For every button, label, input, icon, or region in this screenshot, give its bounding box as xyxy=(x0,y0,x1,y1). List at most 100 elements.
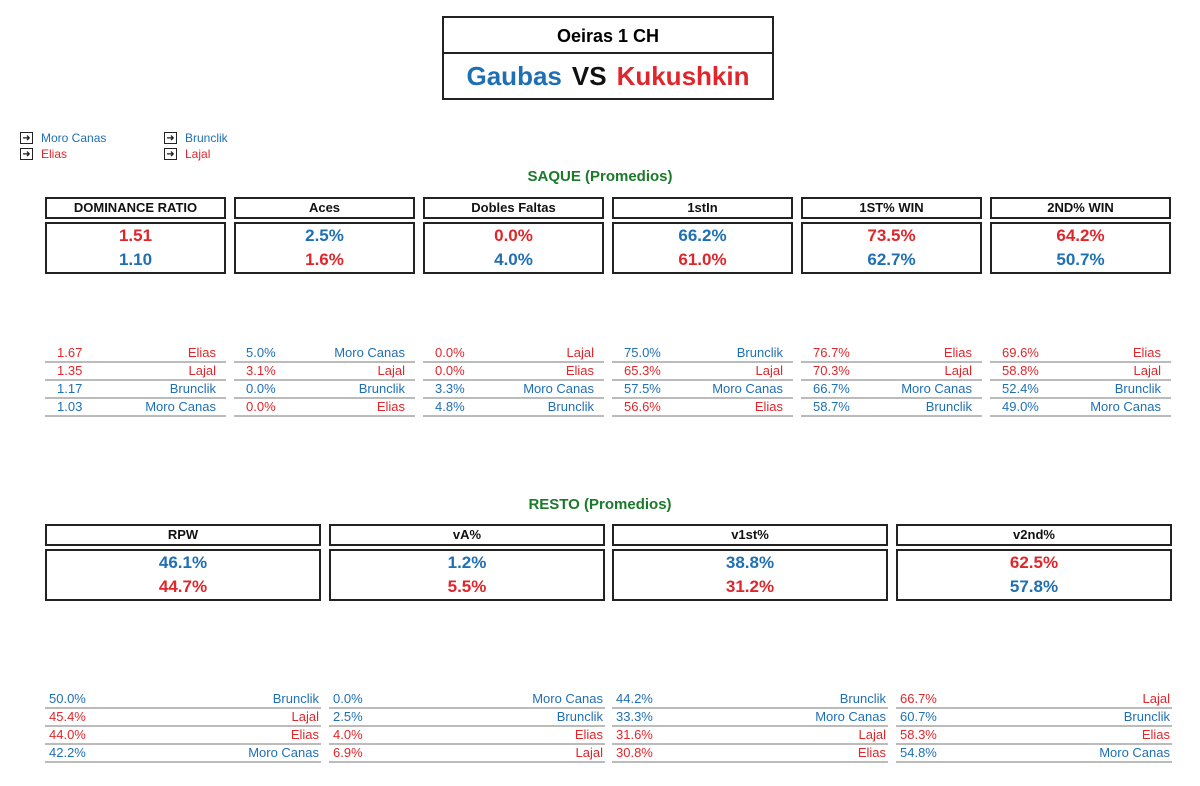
ranking-player: Elias xyxy=(574,727,603,742)
ranking-value: 44.2% xyxy=(616,691,653,706)
ranking-value: 52.4% xyxy=(1002,381,1039,396)
stat-card: RPW 46.1% 44.7% xyxy=(45,524,321,601)
ranking-value: 70.3% xyxy=(813,363,850,378)
player2-value: 62.7% xyxy=(867,250,916,269)
ranking-row: 0.0% Brunclik xyxy=(234,381,415,399)
ranking-value: 30.8% xyxy=(616,745,653,760)
ranking-player: Moro Canas xyxy=(815,709,886,724)
ranking-value: 44.0% xyxy=(49,727,86,742)
stat-card: v1st% 38.8% 31.2% xyxy=(612,524,888,601)
ranking-row: 31.6% Lajal xyxy=(612,727,888,745)
player2-value: 5.5% xyxy=(447,577,487,596)
stat-header: Dobles Faltas xyxy=(423,197,604,219)
ranking-player: Moro Canas xyxy=(532,691,603,706)
ranking-value: 4.8% xyxy=(435,399,465,414)
ranking-list: 76.7% Elias 70.3% Lajal 66.7% Moro Canas 58.7%… xyxy=(801,345,982,417)
ranking-value: 0.0% xyxy=(333,691,363,706)
legend-group-1: ➜ Moro Canas ➜ Elias xyxy=(20,130,106,162)
ranking-row: 45.4% Lajal xyxy=(45,709,321,727)
ranking-player: Elias xyxy=(565,363,594,378)
ranking-value: 3.1% xyxy=(246,363,276,378)
match-title-box: Oeiras 1 CH Gaubas VS Kukushkin xyxy=(442,16,774,100)
ranking-value: 1.17 xyxy=(57,381,83,396)
ranking-row: 2.5% Brunclik xyxy=(329,709,605,727)
ranking-player: Lajal xyxy=(1133,363,1161,378)
ranking-player: Elias xyxy=(857,745,886,760)
ranking-row: 5.0% Moro Canas xyxy=(234,345,415,363)
ranking-value: 75.0% xyxy=(624,345,661,360)
ranking-player: Brunclik xyxy=(1114,381,1161,396)
stat-card: DOMINANCE RATIO 1.51 1.10 xyxy=(45,197,226,274)
ranking-row: 0.0% Moro Canas xyxy=(329,691,605,709)
stat-values: 38.8% 31.2% xyxy=(612,549,888,601)
ranking-list: 5.0% Moro Canas 3.1% Lajal 0.0% Brunclik 0.0% E… xyxy=(234,345,415,417)
stat-values: 64.2% 50.7% xyxy=(990,222,1171,274)
ranking-value: 0.0% xyxy=(246,381,276,396)
saque-section-title: SAQUE (Promedios) xyxy=(527,168,673,185)
ranking-player: Lajal xyxy=(575,745,603,760)
ranking-player: Moro Canas xyxy=(248,745,319,760)
ranking-list: 0.0% Moro Canas 2.5% Brunclik 4.0% Elias 6.9% L… xyxy=(329,691,605,763)
players-line: Gaubas VS Kukushkin xyxy=(444,54,772,98)
ranking-row: 1.67 Elias xyxy=(45,345,226,363)
ranking-row: 58.3% Elias xyxy=(896,727,1172,745)
ranking-row: 52.4% Brunclik xyxy=(990,381,1171,399)
legend-group-2: ➜ Brunclik ➜ Lajal xyxy=(164,130,228,162)
ranking-row: 75.0% Brunclik xyxy=(612,345,793,363)
ranking-player: Brunclik xyxy=(736,345,783,360)
ranking-list: 69.6% Elias 58.8% Lajal 52.4% Brunclik 49.0% Mo… xyxy=(990,345,1171,417)
player2-value: 50.7% xyxy=(1056,250,1105,269)
legend-label: Brunclik xyxy=(185,131,228,145)
ranking-player: Lajal xyxy=(566,345,594,360)
player1-value: 64.2% xyxy=(1056,226,1105,245)
stat-header: Aces xyxy=(234,197,415,219)
ranking-player: Brunclik xyxy=(1123,709,1170,724)
stat-card: v2nd% 62.5% 57.8% xyxy=(896,524,1172,601)
ranking-player: Elias xyxy=(1141,727,1170,742)
ranking-value: 1.03 xyxy=(57,399,83,414)
ranking-list: 75.0% Brunclik 65.3% Lajal 57.5% Moro Canas 56… xyxy=(612,345,793,417)
ranking-player: Brunclik xyxy=(169,381,216,396)
legend-item: ➜ Elias xyxy=(20,146,106,162)
ranking-player: Elias xyxy=(754,399,783,414)
ranking-row: 30.8% Elias xyxy=(612,745,888,763)
ranking-player: Moro Canas xyxy=(1099,745,1170,760)
player2-value: 4.0% xyxy=(494,250,533,269)
legend-label: Lajal xyxy=(185,147,211,161)
ranking-value: 4.0% xyxy=(333,727,363,742)
ranking-player: Elias xyxy=(943,345,972,360)
player2-value: 44.7% xyxy=(158,577,208,596)
ranking-value: 57.5% xyxy=(624,381,661,396)
player1-value: 46.1% xyxy=(158,553,208,572)
player2-value: 1.6% xyxy=(305,250,344,269)
ranking-row: 50.0% Brunclik xyxy=(45,691,321,709)
ranking-row: 42.2% Moro Canas xyxy=(45,745,321,763)
ranking-player: Elias xyxy=(290,727,319,742)
stat-header: DOMINANCE RATIO xyxy=(45,197,226,219)
ranking-row: 76.7% Elias xyxy=(801,345,982,363)
ranking-player: Lajal xyxy=(1142,691,1170,706)
ranking-row: 56.6% Elias xyxy=(612,399,793,417)
ranking-player: Moro Canas xyxy=(901,381,972,396)
legend-item: ➜ Brunclik xyxy=(164,130,228,146)
ranking-player: Moro Canas xyxy=(334,345,405,360)
ranking-list: 50.0% Brunclik 45.4% Lajal 44.0% Elias 42.2% Mo… xyxy=(45,691,321,763)
player2-name: Kukushkin xyxy=(616,61,750,91)
stat-values: 62.5% 57.8% xyxy=(896,549,1172,601)
ranking-player: Elias xyxy=(376,399,405,414)
ranking-row: 58.8% Lajal xyxy=(990,363,1171,381)
ranking-row: 4.0% Elias xyxy=(329,727,605,745)
player1-value: 62.5% xyxy=(1009,553,1059,572)
stat-header: vA% xyxy=(329,524,605,546)
ranking-player: Lajal xyxy=(188,363,216,378)
ranking-value: 0.0% xyxy=(435,363,465,378)
ranking-row: 69.6% Elias xyxy=(990,345,1171,363)
ranking-row: 65.3% Lajal xyxy=(612,363,793,381)
ranking-value: 49.0% xyxy=(1002,399,1039,414)
ranking-player: Brunclik xyxy=(358,381,405,396)
ranking-row: 54.8% Moro Canas xyxy=(896,745,1172,763)
ranking-row: 66.7% Moro Canas xyxy=(801,381,982,399)
ranking-value: 0.0% xyxy=(246,399,276,414)
ranking-row: 4.8% Brunclik xyxy=(423,399,604,417)
player2-value: 61.0% xyxy=(678,250,727,269)
